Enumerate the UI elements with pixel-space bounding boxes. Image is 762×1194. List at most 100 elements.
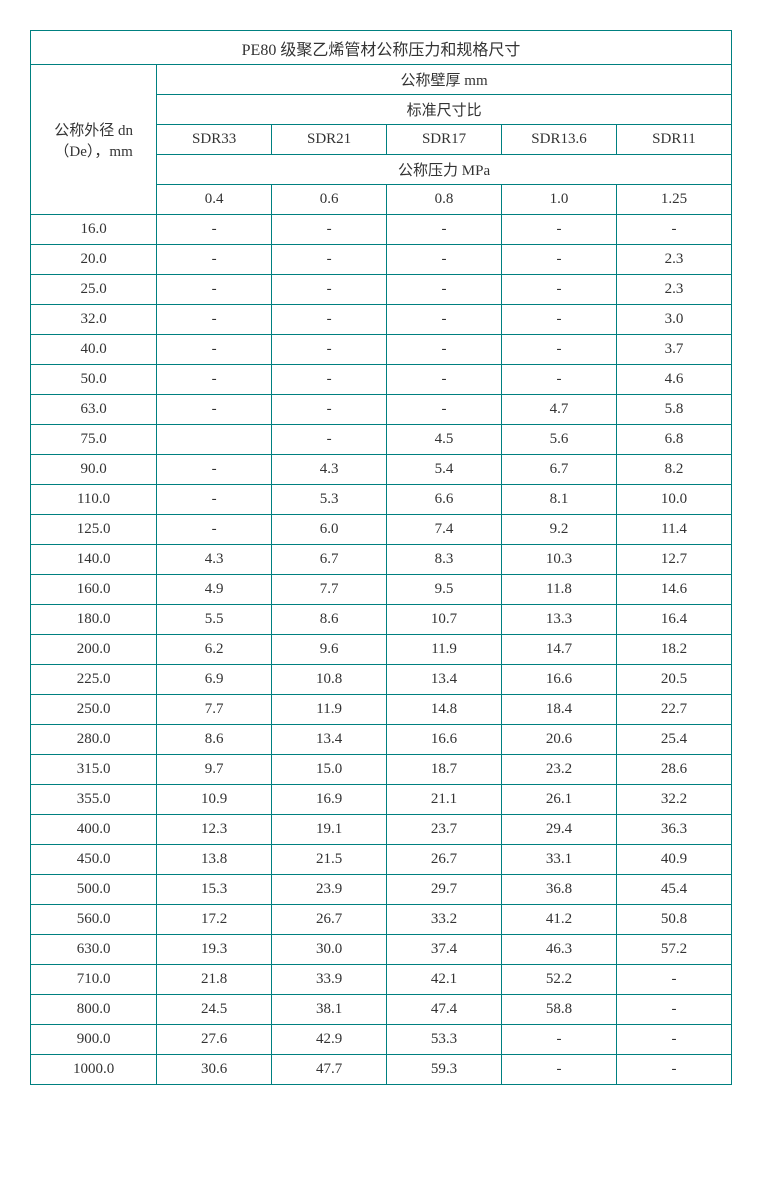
dn-cell: 140.0 xyxy=(31,545,157,575)
value-cell: 8.6 xyxy=(157,725,272,755)
dn-cell: 400.0 xyxy=(31,815,157,845)
value-cell: - xyxy=(387,395,502,425)
dn-cell: 710.0 xyxy=(31,965,157,995)
value-cell: 9.7 xyxy=(157,755,272,785)
value-cell: 10.0 xyxy=(616,485,731,515)
value-cell: 22.7 xyxy=(616,695,731,725)
value-cell: 17.2 xyxy=(157,905,272,935)
sdr-col-1: SDR21 xyxy=(272,125,387,155)
dn-cell: 20.0 xyxy=(31,245,157,275)
value-cell: 27.6 xyxy=(157,1025,272,1055)
value-cell: - xyxy=(616,995,731,1025)
table-row: 75.0-4.55.66.8 xyxy=(31,425,732,455)
pressure-col-3: 1.0 xyxy=(502,185,617,215)
value-cell: 4.7 xyxy=(502,395,617,425)
table-row: 32.0----3.0 xyxy=(31,305,732,335)
table-row: 125.0-6.07.49.211.4 xyxy=(31,515,732,545)
value-cell: 5.6 xyxy=(502,425,617,455)
value-cell: 2.3 xyxy=(616,275,731,305)
value-cell: - xyxy=(157,245,272,275)
value-cell xyxy=(157,425,272,455)
value-cell: 30.0 xyxy=(272,935,387,965)
dn-cell: 200.0 xyxy=(31,635,157,665)
value-cell: - xyxy=(387,275,502,305)
value-cell: 14.7 xyxy=(502,635,617,665)
table-row: 200.06.29.611.914.718.2 xyxy=(31,635,732,665)
value-cell: 6.8 xyxy=(616,425,731,455)
value-cell: 4.3 xyxy=(157,545,272,575)
value-cell: 5.5 xyxy=(157,605,272,635)
value-cell: 21.8 xyxy=(157,965,272,995)
value-cell: - xyxy=(272,215,387,245)
value-cell: 13.8 xyxy=(157,845,272,875)
value-cell: - xyxy=(502,365,617,395)
table-row: 900.027.642.953.3-- xyxy=(31,1025,732,1055)
value-cell: 3.0 xyxy=(616,305,731,335)
value-cell: - xyxy=(157,485,272,515)
table-row: 800.024.538.147.458.8- xyxy=(31,995,732,1025)
pressure-col-4: 1.25 xyxy=(616,185,731,215)
value-cell: 8.2 xyxy=(616,455,731,485)
value-cell: 24.5 xyxy=(157,995,272,1025)
sdr-header: 标准尺寸比 xyxy=(157,95,732,125)
value-cell: 52.2 xyxy=(502,965,617,995)
dn-cell: 125.0 xyxy=(31,515,157,545)
value-cell: 12.3 xyxy=(157,815,272,845)
table-row: 110.0-5.36.68.110.0 xyxy=(31,485,732,515)
value-cell: 7.7 xyxy=(272,575,387,605)
value-cell: - xyxy=(272,365,387,395)
value-cell: 19.1 xyxy=(272,815,387,845)
value-cell: - xyxy=(502,1055,617,1085)
value-cell: 13.4 xyxy=(387,665,502,695)
value-cell: 57.2 xyxy=(616,935,731,965)
value-cell: 8.3 xyxy=(387,545,502,575)
value-cell: 26.1 xyxy=(502,785,617,815)
value-cell: - xyxy=(616,1055,731,1085)
value-cell: 38.1 xyxy=(272,995,387,1025)
value-cell: 15.0 xyxy=(272,755,387,785)
table-title: PE80 级聚乙烯管材公称压力和规格尺寸 xyxy=(31,31,732,65)
value-cell: - xyxy=(616,965,731,995)
table-row: 140.04.36.78.310.312.7 xyxy=(31,545,732,575)
value-cell: 40.9 xyxy=(616,845,731,875)
table-row: 1000.030.647.759.3-- xyxy=(31,1055,732,1085)
value-cell: - xyxy=(272,245,387,275)
value-cell: 47.4 xyxy=(387,995,502,1025)
value-cell: - xyxy=(157,215,272,245)
value-cell: 18.7 xyxy=(387,755,502,785)
value-cell: 41.2 xyxy=(502,905,617,935)
value-cell: 14.6 xyxy=(616,575,731,605)
value-cell: 23.2 xyxy=(502,755,617,785)
value-cell: 7.4 xyxy=(387,515,502,545)
dn-cell: 25.0 xyxy=(31,275,157,305)
value-cell: - xyxy=(502,215,617,245)
value-cell: - xyxy=(157,335,272,365)
value-cell: 15.3 xyxy=(157,875,272,905)
table-row: 90.0-4.35.46.78.2 xyxy=(31,455,732,485)
value-cell: 23.9 xyxy=(272,875,387,905)
value-cell: 23.7 xyxy=(387,815,502,845)
value-cell: 50.8 xyxy=(616,905,731,935)
table-row: 630.019.330.037.446.357.2 xyxy=(31,935,732,965)
value-cell: 29.4 xyxy=(502,815,617,845)
value-cell: 36.3 xyxy=(616,815,731,845)
table-row: 225.06.910.813.416.620.5 xyxy=(31,665,732,695)
table-row: 25.0----2.3 xyxy=(31,275,732,305)
value-cell: - xyxy=(272,305,387,335)
table-row: 20.0----2.3 xyxy=(31,245,732,275)
table-row: 280.08.613.416.620.625.4 xyxy=(31,725,732,755)
table-row: 450.013.821.526.733.140.9 xyxy=(31,845,732,875)
value-cell: 37.4 xyxy=(387,935,502,965)
value-cell: - xyxy=(387,335,502,365)
value-cell: 6.9 xyxy=(157,665,272,695)
value-cell: 11.9 xyxy=(387,635,502,665)
value-cell: 16.6 xyxy=(502,665,617,695)
value-cell: 5.4 xyxy=(387,455,502,485)
value-cell: 42.1 xyxy=(387,965,502,995)
value-cell: 16.4 xyxy=(616,605,731,635)
value-cell: - xyxy=(502,305,617,335)
pe80-spec-table: PE80 级聚乙烯管材公称压力和规格尺寸 公称外径 dn（De），mm 公称壁厚… xyxy=(30,30,732,1085)
value-cell: 4.9 xyxy=(157,575,272,605)
dn-cell: 110.0 xyxy=(31,485,157,515)
dn-cell: 180.0 xyxy=(31,605,157,635)
